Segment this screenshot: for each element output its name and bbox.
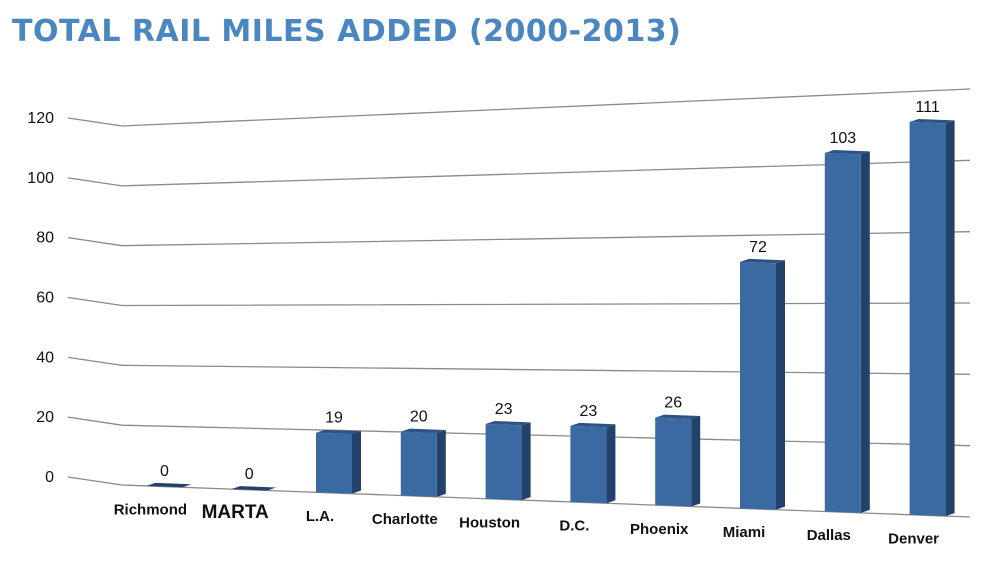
gridline: [67, 159, 971, 187]
data-label: 26: [664, 395, 682, 412]
y-tick-label: 80: [36, 230, 54, 247]
bar-front: [316, 432, 352, 494]
bar: [231, 486, 277, 491]
y-axis-tick-labels: 0 20 40 60 80 100 120: [27, 110, 54, 486]
category-label: Miami: [723, 524, 766, 541]
bar: [316, 429, 361, 494]
category-label: Dallas: [807, 527, 851, 544]
category-label: Houston: [459, 514, 520, 531]
category-label: D.C.: [559, 518, 589, 535]
bar-zero: [146, 482, 192, 488]
data-label: 19: [325, 410, 343, 427]
data-labels: 0 0 19 20 23 23 26 72 103 111: [160, 99, 940, 483]
bar-side: [860, 151, 870, 513]
bar-side: [521, 422, 531, 501]
gridline: [67, 88, 971, 127]
bar-top: [570, 422, 616, 428]
bar-top: [316, 429, 361, 435]
bar-top: [740, 258, 785, 264]
y-tick-label: 20: [36, 409, 54, 426]
gridline: [67, 231, 971, 247]
bar: [824, 150, 870, 513]
gridline: [67, 356, 971, 375]
category-label: Richmond: [114, 502, 187, 519]
bar-top: [909, 119, 955, 124]
bar-side: [945, 120, 955, 517]
data-label: 0: [160, 463, 169, 480]
bar: [570, 422, 616, 504]
category-label: Phoenix: [630, 521, 689, 538]
bar: [400, 428, 446, 497]
category-label: MARTA: [202, 502, 269, 523]
x-axis-category-labels: Richmond MARTA L.A. Charlotte Houston D.C. Pho…: [114, 502, 939, 548]
data-label: 23: [495, 401, 513, 418]
y-tick-label: 40: [36, 349, 54, 366]
bar-front: [824, 153, 861, 513]
bar-front: [740, 261, 776, 510]
bar-front: [485, 423, 522, 501]
data-label: 111: [915, 99, 939, 116]
data-label: 0: [245, 466, 254, 483]
y-tick-label: 100: [27, 170, 54, 187]
bar-top: [824, 150, 870, 155]
y-tick-label: 60: [36, 290, 54, 307]
bar-side: [352, 431, 361, 494]
y-tick-label: 120: [27, 110, 54, 127]
y-tick-label: 0: [45, 469, 54, 486]
bar: [740, 258, 785, 510]
bar-side: [691, 415, 701, 507]
bar-front: [655, 417, 692, 507]
category-label: L.A.: [306, 508, 334, 525]
bar-front: [400, 431, 437, 497]
bar-top: [400, 428, 446, 434]
bar: [146, 482, 192, 488]
bar-top: [655, 414, 701, 419]
bar: [909, 119, 955, 517]
gridline: [67, 296, 971, 307]
bar-zero: [231, 486, 277, 491]
data-label: 72: [749, 239, 767, 256]
category-label: Charlotte: [372, 511, 438, 528]
gridlines: [67, 88, 971, 518]
bar: [485, 420, 531, 501]
bar-side: [776, 260, 785, 510]
category-label: Denver: [888, 530, 939, 547]
chart-title: TOTAL RAIL MILES ADDED (2000-2013): [12, 14, 682, 49]
bars: [146, 119, 955, 517]
bar-side: [436, 430, 446, 497]
data-label: 103: [829, 130, 856, 147]
bar-top: [485, 420, 531, 426]
data-label: 20: [410, 409, 428, 426]
bar-front: [909, 122, 946, 517]
gridline: [67, 476, 971, 518]
bar-side: [606, 424, 616, 504]
bar-front: [570, 425, 607, 504]
bar: [655, 414, 701, 507]
data-label: 23: [580, 403, 598, 420]
